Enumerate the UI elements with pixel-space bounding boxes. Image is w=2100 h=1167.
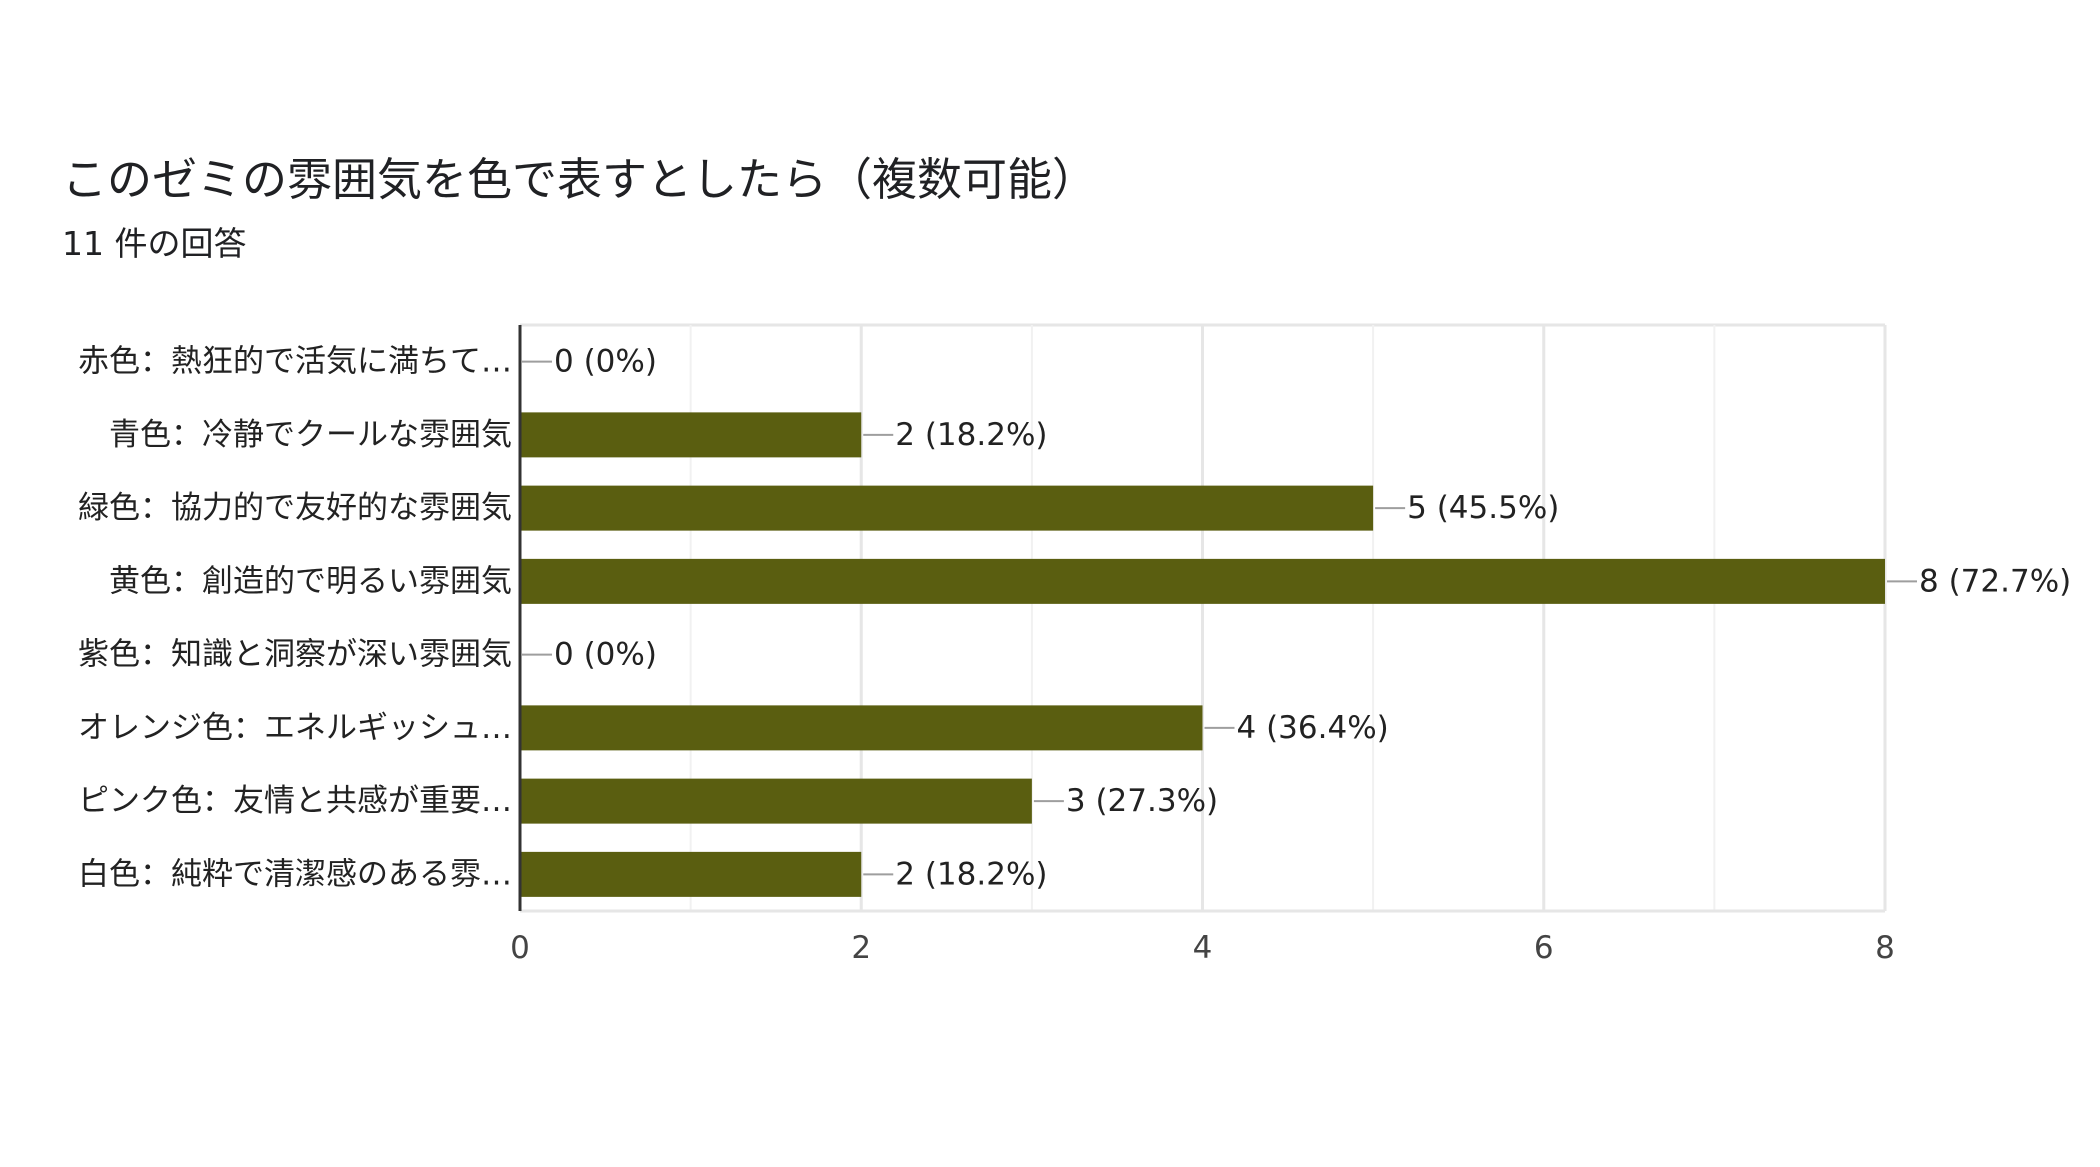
bar (520, 705, 1203, 751)
value-label: 2 (18.2%) (895, 856, 1047, 892)
bar (520, 485, 1374, 531)
value-label: 2 (18.2%) (895, 417, 1047, 453)
bar (520, 778, 1032, 824)
category-label: 白色：純粋で清潔感のある雰… (78, 856, 512, 892)
value-label: 8 (72.7%) (1919, 563, 2071, 599)
value-label: 0 (0%) (554, 344, 657, 380)
value-label: 5 (45.5%) (1407, 490, 1559, 526)
category-label: 青色：冷静でクールな雰囲気 (109, 417, 512, 453)
value-label: 0 (0%) (554, 637, 657, 673)
category-label: オレンジ色：エネルギッシュ… (78, 710, 512, 746)
category-label: 緑色：協力的で友好的な雰囲気 (78, 490, 512, 526)
x-tick-label: 8 (1875, 930, 1895, 966)
value-label: 3 (27.3%) (1066, 783, 1218, 819)
response-count: 11 件の回答 (62, 224, 247, 263)
x-tick-label: 4 (1193, 930, 1213, 966)
bar (520, 558, 1885, 604)
bar (520, 412, 862, 458)
value-label: 4 (36.4%) (1237, 710, 1389, 746)
category-label: ピンク色：友情と共感が重要… (78, 783, 512, 819)
question-title: このゼミの雰囲気を色で表すとしたら（複数可能） (62, 153, 1098, 206)
category-label: 紫色：知識と洞察が深い雰囲気 (78, 637, 512, 673)
x-tick-label: 6 (1534, 930, 1554, 966)
category-label: 黄色：創造的で明るい雰囲気 (109, 563, 512, 599)
bar (520, 851, 862, 897)
category-label: 赤色：熱狂的で活気に満ちて… (78, 344, 512, 380)
x-tick-label: 0 (510, 930, 530, 966)
x-tick-label: 2 (851, 930, 871, 966)
